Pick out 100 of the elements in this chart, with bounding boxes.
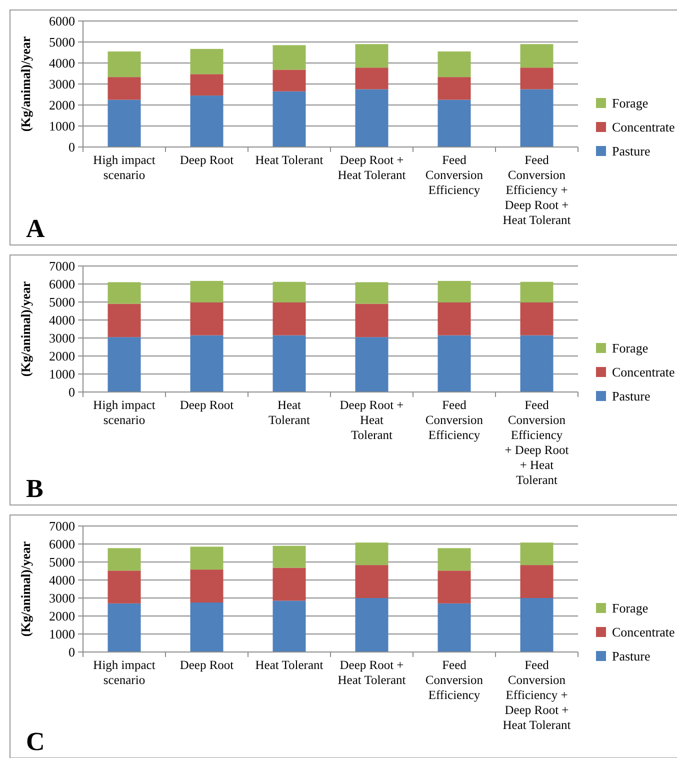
x-tick-label: Feed Conversion Efficiency + Deep Root + Heat Tolerant bbox=[502, 153, 572, 227]
y-axis-title: (Kg/animal)/year bbox=[18, 541, 33, 637]
bar bbox=[355, 565, 388, 598]
bar bbox=[355, 282, 388, 304]
bar bbox=[108, 77, 141, 100]
bar bbox=[520, 282, 554, 302]
bar bbox=[520, 302, 554, 336]
x-tick-label: Deep Root + Heat Tolerant bbox=[340, 398, 404, 442]
legend-label: Forage bbox=[612, 600, 648, 616]
bar bbox=[355, 304, 388, 338]
y-tick-label: 0 bbox=[68, 384, 75, 400]
bar bbox=[355, 598, 388, 652]
bar bbox=[272, 45, 306, 70]
bar bbox=[108, 337, 141, 392]
y-tick-label: 1000 bbox=[49, 366, 75, 382]
bar bbox=[108, 51, 141, 78]
bar bbox=[355, 337, 388, 392]
legend-label: Concentrate bbox=[612, 624, 676, 640]
legend-label: Pasture bbox=[612, 144, 650, 159]
x-tick-label: Deep Root + Heat Tolerant bbox=[338, 658, 406, 687]
bar bbox=[520, 335, 554, 392]
y-tick-label: 4000 bbox=[49, 56, 75, 71]
x-tick-label: Feed Conversion Efficiency + Deep Root + Heat Tolerant bbox=[502, 658, 572, 732]
y-tick-label: 2000 bbox=[49, 348, 75, 364]
y-tick-label: 6000 bbox=[49, 536, 75, 552]
y-tick-label: 7000 bbox=[49, 258, 75, 274]
bar bbox=[108, 304, 141, 338]
legend-label: Concentrate bbox=[612, 364, 676, 380]
bar bbox=[190, 74, 224, 96]
bar bbox=[520, 68, 554, 90]
y-tick-label: 5000 bbox=[49, 34, 75, 50]
x-tick-label: Feed Conversion Efficiency bbox=[425, 153, 484, 197]
y-tick-label: 0 bbox=[68, 140, 75, 155]
bar bbox=[438, 603, 471, 652]
y-axis-title: (Kg/animal)/year bbox=[18, 281, 33, 377]
x-tick-label: Deep Root bbox=[180, 153, 234, 167]
y-tick-label: 2000 bbox=[49, 608, 75, 624]
y-tick-label: 6000 bbox=[49, 14, 75, 29]
x-tick-label: High impact scenario bbox=[93, 658, 156, 687]
y-tick-label: 3000 bbox=[49, 330, 75, 346]
bar bbox=[438, 302, 471, 336]
bar bbox=[355, 44, 388, 68]
bar bbox=[190, 96, 224, 147]
y-tick-label: 3000 bbox=[49, 76, 75, 92]
legend-label: Pasture bbox=[612, 648, 650, 664]
x-tick-label: Feed Conversion Efficiency bbox=[425, 658, 484, 702]
text: B bbox=[26, 474, 44, 503]
bar bbox=[520, 565, 554, 598]
legend-label: Forage bbox=[612, 340, 648, 356]
text: A bbox=[26, 214, 45, 243]
bar bbox=[190, 48, 224, 74]
bar bbox=[355, 89, 388, 147]
x-tick-label: Heat Tolerant bbox=[268, 398, 311, 427]
bar bbox=[438, 335, 471, 392]
y-tick-label: 3000 bbox=[49, 590, 75, 606]
y-tick-label: 7000 bbox=[49, 518, 75, 534]
bar bbox=[438, 280, 471, 302]
x-tick-label: Deep Root + Heat Tolerant bbox=[338, 153, 406, 182]
bar bbox=[355, 68, 388, 90]
bar bbox=[355, 542, 388, 566]
x-tick-label: High impact scenario bbox=[93, 398, 156, 427]
x-tick-label: Heat Tolerant bbox=[255, 153, 324, 167]
x-tick-label: Feed Conversion Efficiency bbox=[425, 398, 484, 442]
bar bbox=[108, 570, 141, 604]
y-tick-label: 5000 bbox=[49, 294, 75, 310]
bar bbox=[272, 335, 306, 392]
bar bbox=[108, 282, 141, 304]
bar bbox=[190, 280, 224, 302]
bar bbox=[190, 546, 224, 570]
legend-label: Pasture bbox=[612, 388, 650, 404]
y-axis-title: (Kg/animal)/year bbox=[18, 36, 33, 132]
bar bbox=[272, 91, 306, 147]
bar bbox=[272, 546, 306, 568]
y-tick-label: 5000 bbox=[49, 554, 75, 570]
bar bbox=[438, 570, 471, 604]
text: C bbox=[26, 727, 45, 756]
bar bbox=[190, 570, 224, 602]
y-tick-label: 1000 bbox=[49, 118, 75, 134]
bar bbox=[438, 548, 471, 571]
bar bbox=[272, 568, 306, 601]
x-tick-label: Deep Root bbox=[180, 398, 234, 412]
x-tick-label: Feed Conversion Efficiency + Deep Root + Heat Tolerant bbox=[504, 398, 570, 487]
bar bbox=[190, 602, 224, 652]
legend-label: Concentrate bbox=[612, 120, 676, 135]
bar bbox=[272, 70, 306, 92]
bar bbox=[520, 542, 554, 566]
bar bbox=[520, 598, 554, 652]
y-tick-label: 1000 bbox=[49, 626, 75, 642]
x-tick-label: Deep Root bbox=[180, 658, 234, 672]
y-tick-label: 2000 bbox=[49, 98, 75, 113]
bar bbox=[108, 603, 141, 652]
bar bbox=[520, 89, 554, 147]
y-tick-label: 4000 bbox=[49, 312, 75, 328]
bar bbox=[438, 51, 471, 78]
bar bbox=[108, 100, 141, 147]
bar bbox=[190, 302, 224, 336]
bar bbox=[272, 302, 306, 336]
bar bbox=[520, 44, 554, 68]
x-tick-label: Heat Tolerant bbox=[255, 658, 324, 672]
legend-label: Forage bbox=[612, 96, 648, 111]
